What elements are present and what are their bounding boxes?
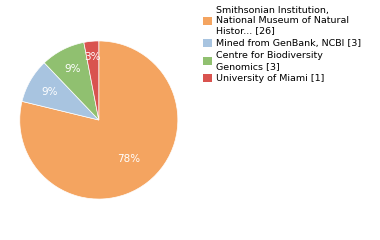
Wedge shape [22, 63, 99, 120]
Text: 9%: 9% [65, 64, 81, 74]
Legend: Smithsonian Institution,
National Museum of Natural
Histor... [26], Mined from G: Smithsonian Institution, National Museum… [202, 5, 362, 84]
Wedge shape [44, 42, 99, 120]
Wedge shape [84, 41, 99, 120]
Text: 9%: 9% [41, 87, 58, 96]
Text: 78%: 78% [117, 154, 141, 163]
Text: 3%: 3% [84, 52, 101, 62]
Wedge shape [20, 41, 178, 199]
